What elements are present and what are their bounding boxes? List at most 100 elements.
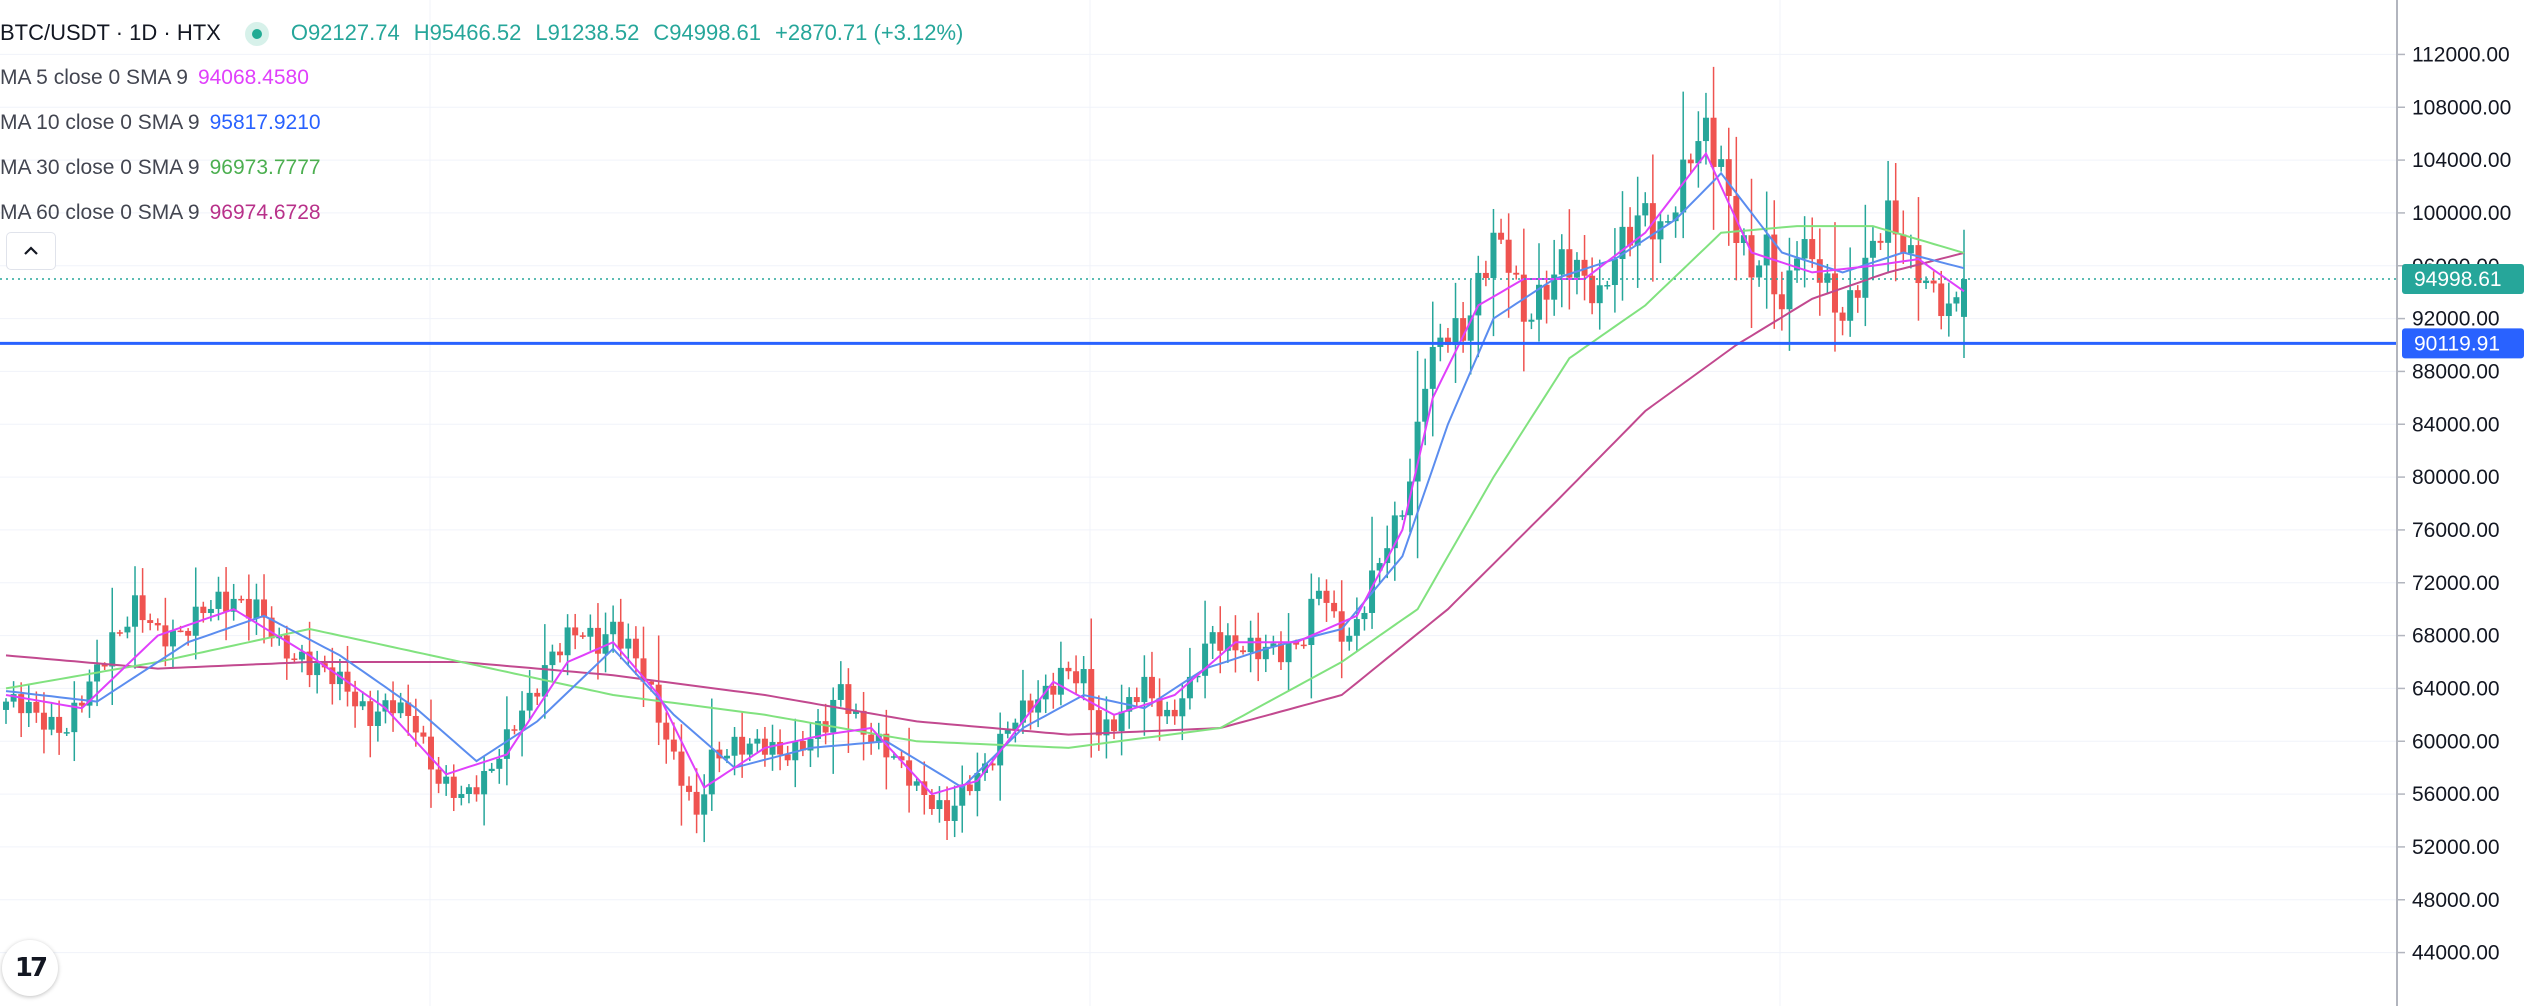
candle-body [33,701,40,713]
candle-body [625,638,632,649]
candle-body [1938,283,1945,317]
candle-body [1695,141,1702,164]
axis-tick-label: 56000.00 [2412,783,2500,806]
candle-body [1035,699,1042,713]
price-axis[interactable]: 112000.00108000.00104000.00100000.009600… [2397,43,2511,965]
axis-tick-label: 80000.00 [2412,466,2500,489]
candle-body [1877,240,1884,243]
candle-body [739,736,746,755]
candle-body [526,692,533,711]
candle-body [1277,643,1284,663]
candle-body [1300,644,1307,647]
candle-body [1133,697,1140,703]
indicator-value: 96973.7777 [209,156,321,179]
candle-body [799,740,806,751]
candle-body [25,701,32,714]
candle-body [1111,719,1118,732]
candle-body [1710,117,1717,167]
candle-body [549,651,556,666]
open-value: O92127.74 [290,20,400,45]
candle-body [374,711,381,726]
candle-body [496,758,503,769]
candle-body [1384,548,1391,564]
candle-body [1740,235,1747,243]
candle-body [465,787,472,794]
indicator-ma30[interactable]: MA 30 close 0 SMA 9 96973.7777 [0,145,963,190]
axis-tick-label: 108000.00 [2412,96,2511,119]
candle-body [913,781,920,786]
high-value: H95466.52 [413,20,522,45]
candle-body [1642,203,1649,216]
indicator-ma60[interactable]: MA 60 close 0 SMA 9 96974.6728 [0,190,963,235]
market-status-icon[interactable] [244,22,269,47]
candle-body [701,794,708,815]
tradingview-logo[interactable]: 17 [2,940,58,996]
candle-body [1050,685,1057,695]
ma30-line [5,225,1965,749]
indicator-label: MA 30 close 0 SMA 9 [0,156,200,179]
candle-body [1907,245,1914,254]
axis-tick-label: 52000.00 [2412,836,2500,859]
candle-body [1748,235,1755,278]
candle-body [1513,272,1520,275]
candle-body [367,701,374,726]
candle-body [860,710,867,735]
change-value: +2870.71 (+3.12%) [775,20,964,45]
candle-body [503,729,510,759]
candle-body [1634,215,1641,246]
candle-body [405,702,412,716]
candle-body [1756,265,1763,278]
candle-body [336,671,343,685]
candle-body [1361,612,1368,620]
candle-body [185,630,192,636]
candle-series [3,66,1967,843]
candle-body [298,651,305,660]
candle-body [830,699,837,733]
candle-body [1923,280,1930,284]
candle-body [1270,643,1277,647]
candle-body [78,702,85,706]
candle-body [1869,240,1876,258]
candle-body [245,598,252,619]
chevron-up-icon [24,246,38,255]
candle-body [1065,667,1072,672]
candle-body [1680,159,1687,213]
candle-body [1353,619,1360,636]
candle-body [397,702,404,714]
candle-body [154,622,161,626]
candle-body [329,667,336,685]
last-price-label: 94998.61 [2414,268,2502,291]
last-price-tag: 94998.61 [2402,263,2524,294]
candle-body [928,794,935,810]
candle-body [1536,284,1543,320]
candle-body [1422,388,1429,422]
candle-body [579,635,586,637]
candle-body [1240,650,1247,653]
symbol-title[interactable]: BTC/USDT · 1D · HTX [0,20,221,45]
candle-body [147,620,154,623]
candle-body [390,700,397,714]
candle-body [230,598,237,612]
indicator-ma10[interactable]: MA 10 close 0 SMA 9 95817.9210 [0,100,963,145]
candle-body [1824,273,1831,283]
candle-body [215,591,222,609]
ohlc-values: O92127.74 H95466.52 L91238.52 C94998.61 +287… [291,20,964,45]
candle-body [200,606,207,614]
indicator-ma5[interactable]: MA 5 close 0 SMA 9 94068.4580 [0,55,963,100]
candle-body [1209,632,1216,644]
candle-body [1953,297,1960,304]
candle-body [1217,632,1224,651]
collapse-legend-button[interactable] [6,232,56,270]
candle-body [1414,421,1421,482]
candle-body [1665,221,1672,223]
candle-body [1900,234,1907,254]
candle-body [450,776,457,798]
candle-body [1346,635,1353,642]
chart-grid [0,0,2396,1006]
candle-body [283,635,290,659]
candle-body [1012,722,1019,730]
candle-body [427,736,434,770]
candle-body [207,608,214,614]
candle-body [162,625,169,647]
